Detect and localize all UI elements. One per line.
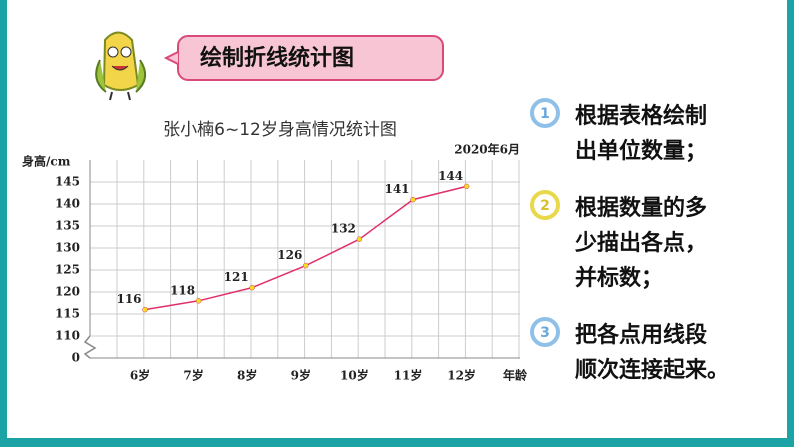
y-tick-label: 0 [72, 351, 80, 365]
step-text: 出单位数量； [575, 138, 707, 164]
step-text: 顺次连接起来。 [575, 357, 729, 383]
x-tick-label: 11岁 [394, 368, 423, 383]
data-label: 141 [384, 182, 409, 196]
step-icon [530, 317, 560, 347]
step-text: 并标数； [575, 265, 663, 291]
step-number: 3 [540, 325, 550, 341]
step-text: 少描出各点， [574, 230, 707, 256]
point [356, 236, 363, 242]
y-tick-label: 120 [55, 285, 80, 299]
y-tick-label: 115 [55, 307, 80, 321]
y-tick-label: 125 [55, 263, 80, 277]
point [303, 262, 309, 269]
step-icon [530, 190, 560, 220]
y-tick-label: 135 [55, 219, 80, 233]
axis-break [83, 335, 97, 359]
header-title: 绘制折线统计图 [200, 45, 354, 71]
point [142, 306, 148, 313]
point [249, 284, 255, 291]
y-tick-label: 130 [55, 241, 80, 255]
data-label: 126 [277, 248, 302, 262]
point [410, 196, 416, 203]
chart-title: 张小楠6~12岁身高情况统计图 [163, 120, 397, 140]
data-label: 144 [438, 169, 463, 183]
data-label: 118 [170, 283, 195, 297]
step-icon [530, 98, 560, 128]
y-axis-label: 身高/cm [22, 154, 71, 169]
y-tick-label: 110 [55, 329, 80, 343]
step-text: 根据表格绘制 [575, 103, 707, 129]
step-number: 1 [540, 106, 550, 122]
x-tick-label: 8岁 [237, 368, 257, 383]
step-text: 根据数量的多 [575, 195, 707, 221]
data-label: 121 [224, 270, 249, 284]
header-pointer [163, 51, 179, 65]
y-tick-label: 145 [55, 175, 80, 189]
x-tick-label: 9岁 [291, 368, 311, 383]
chart-subtitle: 2020年6月 [454, 142, 520, 157]
step-number: 2 [540, 198, 550, 214]
x-tick-label: 7岁 [183, 368, 203, 383]
point [463, 183, 470, 190]
step-text: 把各点用线段 [575, 322, 707, 348]
data-label: 132 [331, 222, 356, 236]
x-axis-label: 年龄 [503, 368, 528, 383]
point [195, 298, 202, 304]
x-tick-label: 6岁 [130, 368, 150, 383]
x-tick-label: 12岁 [447, 368, 476, 383]
mascot [95, 31, 147, 101]
data-label: 116 [116, 292, 141, 306]
y-tick-label: 140 [55, 197, 80, 211]
x-tick-label: 10岁 [340, 368, 369, 383]
